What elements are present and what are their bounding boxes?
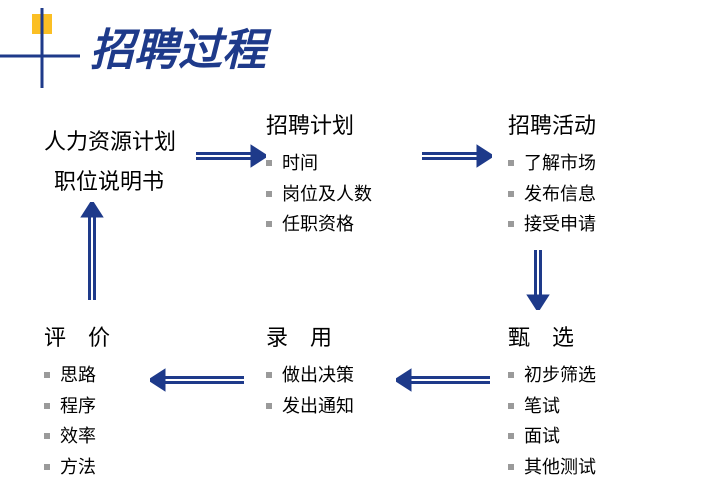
title-decoration bbox=[0, 8, 80, 88]
node-bullet-list: 时间岗位及人数任职资格 bbox=[266, 148, 372, 240]
node-heading: 招聘计划 bbox=[266, 108, 372, 140]
bullet-item: 思路 bbox=[44, 360, 110, 391]
bullet-item: 发出通知 bbox=[266, 391, 354, 422]
node-heading: 评 价 bbox=[44, 320, 110, 352]
bullet-item: 效率 bbox=[44, 421, 110, 452]
node-heading: 招聘活动 bbox=[508, 108, 596, 140]
node-bullet-list: 初步筛选笔试面试其他测试 bbox=[508, 360, 596, 482]
node-subheading: 职位说明书 bbox=[54, 164, 176, 196]
arrow-evaluate-to-hr-plan bbox=[80, 202, 104, 300]
bullet-item: 任职资格 bbox=[266, 209, 372, 240]
bullet-item: 面试 bbox=[508, 421, 596, 452]
arrow-recruit-activity-to-selection bbox=[526, 250, 550, 310]
bullet-item: 程序 bbox=[44, 391, 110, 422]
node-hr-plan: 人力资源计划职位说明书 bbox=[44, 124, 176, 204]
bullet-item: 笔试 bbox=[508, 391, 596, 422]
bullet-item: 方法 bbox=[44, 452, 110, 483]
node-bullet-list: 了解市场发布信息接受申请 bbox=[508, 148, 596, 240]
bullet-item: 接受申请 bbox=[508, 209, 596, 240]
node-evaluate: 评 价思路程序效率方法 bbox=[44, 320, 110, 482]
node-heading: 甄 选 bbox=[508, 320, 596, 352]
arrow-selection-to-employ bbox=[396, 368, 490, 392]
arrow-recruit-plan-to-recruit-activity bbox=[422, 144, 492, 168]
bullet-item: 了解市场 bbox=[508, 148, 596, 179]
node-recruit-plan: 招聘计划时间岗位及人数任职资格 bbox=[266, 108, 372, 240]
arrow-employ-to-evaluate bbox=[150, 368, 244, 392]
bullet-item: 其他测试 bbox=[508, 452, 596, 483]
bullet-item: 初步筛选 bbox=[508, 360, 596, 391]
node-employ: 录 用做出决策发出通知 bbox=[266, 320, 354, 421]
bullet-item: 做出决策 bbox=[266, 360, 354, 391]
node-bullet-list: 做出决策发出通知 bbox=[266, 360, 354, 421]
bullet-item: 岗位及人数 bbox=[266, 179, 372, 210]
node-selection: 甄 选初步筛选笔试面试其他测试 bbox=[508, 320, 596, 482]
bullet-item: 发布信息 bbox=[508, 179, 596, 210]
node-recruit-activity: 招聘活动了解市场发布信息接受申请 bbox=[508, 108, 596, 240]
node-bullet-list: 思路程序效率方法 bbox=[44, 360, 110, 482]
arrow-hr-plan-to-recruit-plan bbox=[196, 144, 266, 168]
slide-title: 招聘过程 bbox=[90, 14, 266, 78]
node-heading: 录 用 bbox=[266, 320, 354, 352]
bullet-item: 时间 bbox=[266, 148, 372, 179]
node-heading: 人力资源计划 bbox=[44, 124, 176, 156]
